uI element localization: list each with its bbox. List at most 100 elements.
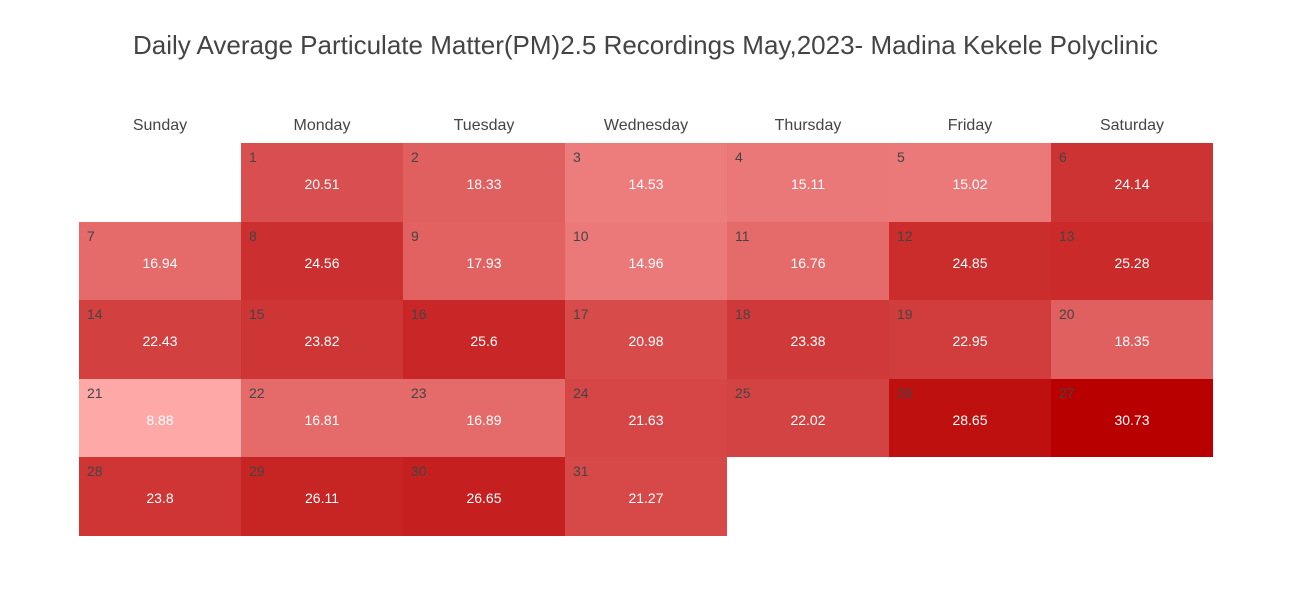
calendar-day-cell: 19 22.95 <box>889 300 1051 379</box>
pm25-value-label: 22.43 <box>142 333 178 350</box>
weekday-label-tuesday: Tuesday <box>453 117 515 134</box>
day-number-label: 23 <box>411 384 427 401</box>
day-number-label: 7 <box>87 227 95 244</box>
pm25-value-label: 25.6 <box>470 333 498 350</box>
pm25-value-label: 30.73 <box>1114 411 1150 428</box>
calendar-day-cell: 7 16.94 <box>79 221 241 301</box>
pm25-value-label: 14.53 <box>628 176 664 192</box>
calendar-day-cell: 3 14.53 <box>565 143 727 222</box>
pm25-value-label: 16.89 <box>466 411 502 428</box>
day-number-label: 5 <box>897 149 905 165</box>
calendar-day-cell: 1 20.51 <box>241 143 403 222</box>
pm25-value-label: 26.11 <box>305 490 339 507</box>
day-number-label: 1 <box>249 149 257 165</box>
calendar-day-cell: 14 22.43 <box>79 300 241 379</box>
pm25-value-label: 20.98 <box>628 333 664 350</box>
calendar-day-cell: 13 25.28 <box>1051 221 1213 301</box>
calendar-day-cell: 20 18.35 <box>1051 300 1213 379</box>
pm25-value-label: 16.94 <box>142 254 178 271</box>
calendar-day-cell: 6 24.14 <box>1051 143 1213 222</box>
calendar-day-cell: 9 17.93 <box>403 221 565 301</box>
calendar-day-cell: 11 16.76 <box>727 221 889 301</box>
pm25-value-label: 18.35 <box>1114 333 1150 350</box>
pm25-value-label: 18.33 <box>466 176 502 192</box>
calendar-day-cell: 12 24.85 <box>889 221 1051 301</box>
day-number-label: 31 <box>573 463 589 480</box>
weekday-label-wednesday: Wednesday <box>603 117 689 134</box>
day-number-label: 16 <box>411 306 427 323</box>
weekday-label-monday: Monday <box>293 117 351 134</box>
weekday-label-sunday: Sunday <box>132 117 188 134</box>
pm25-value-label: 23.82 <box>304 333 340 350</box>
day-number-label: 14 <box>87 306 103 323</box>
day-number-label: 4 <box>735 149 743 165</box>
calendar-heatmap: 1 20.51 2 18.33 3 14.53 4 15.11 5 15.02 6 24.14 7 16.… <box>79 143 1213 536</box>
calendar-day-cell: 18 23.38 <box>727 300 889 379</box>
calendar-day-cell: 27 30.73 <box>1051 378 1213 458</box>
pm25-value-label: 15.11 <box>791 176 825 192</box>
day-number-label: 24 <box>573 384 589 401</box>
calendar-day-cell: 28 23.8 <box>79 457 241 536</box>
day-number-label: 17 <box>573 306 589 323</box>
calendar-day-cell: 17 20.98 <box>565 300 727 379</box>
day-number-label: 3 <box>573 149 581 165</box>
pm25-value-label: 24.14 <box>1114 176 1150 192</box>
pm25-value-label: 22.95 <box>952 333 988 350</box>
day-number-label: 22 <box>249 384 265 401</box>
calendar-day-cell: 4 15.11 <box>727 143 889 222</box>
pm25-value-label: 28.65 <box>952 411 988 428</box>
calendar-day-cell: 10 14.96 <box>565 221 727 301</box>
calendar-day-cell: 26 28.65 <box>889 378 1051 458</box>
pm25-value-label: 16.76 <box>790 254 826 271</box>
day-number-label: 29 <box>249 463 265 480</box>
calendar-day-cell: 5 15.02 <box>889 143 1051 222</box>
pm25-value-label: 20.51 <box>304 176 340 192</box>
pm25-value-label: 25.28 <box>1114 254 1150 271</box>
chart-title: Daily Average Particulate Matter(PM)2.5 … <box>132 30 1159 60</box>
pm25-value-label: 15.02 <box>952 176 988 192</box>
pm25-value-label: 16.81 <box>304 411 340 428</box>
calendar-day-cell: 8 24.56 <box>241 221 403 301</box>
calendar-day-cell: 29 26.11 <box>241 457 403 536</box>
weekday-label-friday: Friday <box>947 117 993 134</box>
calendar-day-cell: 31 21.27 <box>565 457 727 536</box>
day-number-label: 20 <box>1059 306 1075 323</box>
day-number-label: 2 <box>411 149 419 165</box>
day-number-label: 8 <box>249 227 257 244</box>
pm25-value-label: 24.85 <box>952 254 988 271</box>
day-number-label: 15 <box>249 306 265 323</box>
day-number-label: 26 <box>897 384 913 401</box>
calendar-day-cell: 23 16.89 <box>403 378 565 458</box>
day-number-label: 25 <box>735 384 751 401</box>
pm25-value-label: 23.8 <box>146 490 174 507</box>
day-number-label: 13 <box>1059 227 1075 244</box>
calendar-day-cell: 24 21.63 <box>565 378 727 458</box>
pm25-value-label: 23.38 <box>790 333 826 350</box>
calendar-day-cell: 16 25.6 <box>403 300 565 379</box>
pm25-value-label: 26.65 <box>466 490 502 507</box>
calendar-day-cell: 25 22.02 <box>727 378 889 458</box>
day-number-label: 19 <box>897 306 913 323</box>
pm25-value-label: 17.93 <box>466 254 502 271</box>
day-number-label: 6 <box>1059 149 1067 165</box>
calendar-day-cell: 15 23.82 <box>241 300 403 379</box>
pm25-value-label: 21.63 <box>628 411 664 428</box>
day-number-label: 21 <box>87 384 103 401</box>
day-number-label: 10 <box>573 227 589 244</box>
day-number-label: 11 <box>735 227 750 244</box>
pm25-value-label: 24.56 <box>304 254 340 271</box>
day-number-label: 9 <box>411 227 419 244</box>
calendar-day-cell: 22 16.81 <box>241 378 403 458</box>
pm25-value-label: 22.02 <box>790 411 826 428</box>
day-number-label: 27 <box>1059 384 1075 401</box>
pm25-value-label: 14.96 <box>628 254 664 271</box>
calendar-day-cell: 2 18.33 <box>403 143 565 222</box>
pm25-value-label: 8.88 <box>146 411 174 428</box>
day-number-label: 28 <box>87 463 103 480</box>
weekday-header-row: Sunday Monday Tuesday Wednesday Thursday… <box>79 114 1213 138</box>
weekday-label-thursday: Thursday <box>774 117 842 134</box>
pm25-value-label: 21.27 <box>628 490 664 507</box>
day-number-label: 18 <box>735 306 751 323</box>
calendar-day-cell: 30 26.65 <box>403 457 565 536</box>
calendar-day-cell: 21 8.88 <box>79 378 241 458</box>
